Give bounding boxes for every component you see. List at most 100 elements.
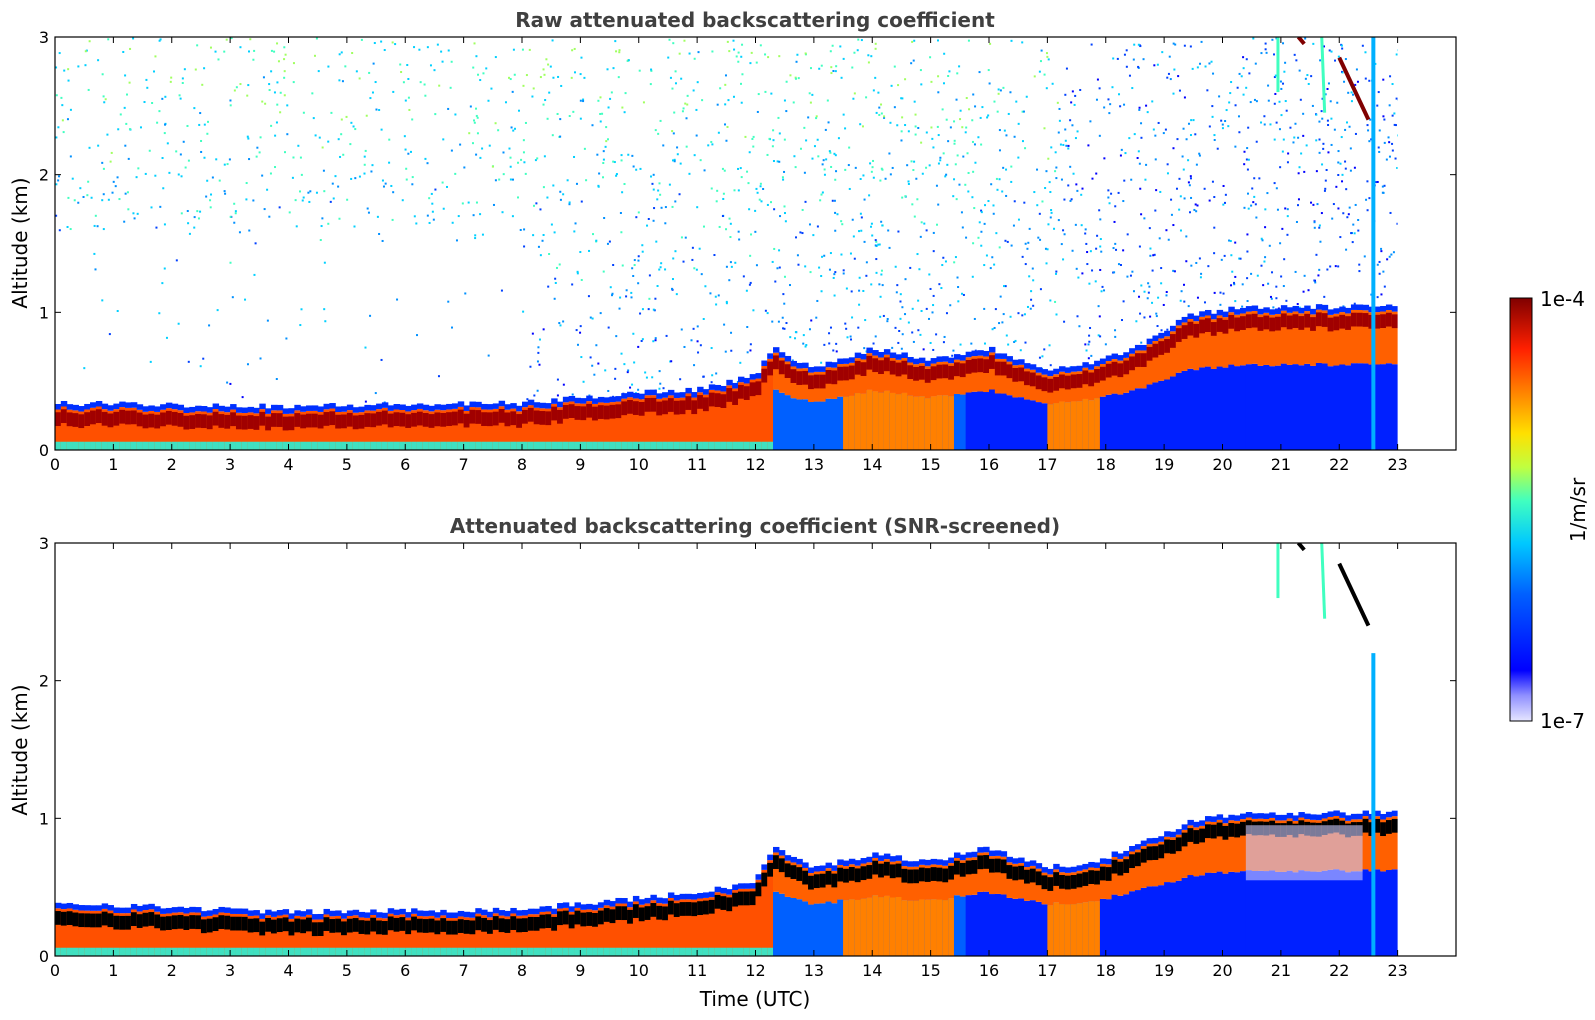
noise-pixel — [1109, 103, 1112, 106]
noise-pixel — [690, 339, 693, 342]
layer-core-cell — [522, 918, 529, 932]
noise-pixel — [652, 173, 655, 176]
layer-body-cell — [446, 409, 453, 450]
noise-pixel — [1318, 226, 1321, 229]
layer-edge-cell — [1245, 812, 1253, 818]
noise-pixel — [1063, 198, 1066, 201]
noise-pixel — [283, 94, 286, 97]
layer-edge-cell — [1327, 811, 1335, 817]
layer-core-cell — [446, 920, 453, 935]
noise-pixel — [1120, 319, 1123, 322]
layer-edge-cell — [370, 909, 377, 915]
aerosol-cell — [889, 897, 897, 956]
layer-core-cell — [656, 905, 663, 920]
layer-edge-cell — [1315, 304, 1323, 310]
layer-core-cell — [317, 414, 325, 429]
noise-pixel — [1279, 80, 1282, 83]
layer-body-cell — [761, 366, 768, 450]
noise-pixel — [919, 235, 922, 238]
noise-pixel — [559, 118, 562, 121]
noise-pixel — [1298, 166, 1301, 169]
noise-pixel — [228, 158, 231, 161]
aerosol-cell — [878, 897, 885, 956]
noise-pixel — [695, 134, 698, 137]
noise-pixel — [1304, 37, 1307, 40]
noise-pixel — [998, 178, 1001, 181]
layer-edge-cell — [300, 406, 307, 412]
layer-body-cell — [790, 862, 797, 899]
noise-pixel — [783, 302, 786, 305]
noise-pixel — [1331, 217, 1334, 220]
noise-pixel — [1211, 105, 1214, 108]
colorbar-unit-label: 1/m/sr — [1566, 477, 1590, 542]
noise-pixel — [510, 126, 513, 129]
lower-layer-cell — [1041, 904, 1048, 956]
colorbar-gradient — [1509, 297, 1533, 722]
x-tick-label: 23 — [1387, 455, 1407, 474]
near-ground-cell — [212, 441, 220, 450]
noise-pixel — [861, 125, 864, 128]
noise-pixel — [1154, 134, 1157, 137]
near-ground-cell — [346, 441, 354, 450]
noise-pixel — [983, 342, 986, 345]
layer-body-cell — [603, 402, 611, 450]
noise-pixel — [972, 170, 975, 173]
layer-edge-cell — [288, 913, 295, 919]
layer-core-cell — [551, 916, 558, 931]
noise-pixel — [612, 67, 615, 70]
noise-pixel — [1348, 125, 1351, 128]
layer-body-cell — [1105, 360, 1113, 395]
noise-pixel — [605, 140, 608, 143]
layer-edge-cell — [989, 346, 996, 353]
noise-pixel — [55, 183, 58, 186]
layer-body-cell — [376, 917, 383, 956]
noise-pixel — [432, 218, 435, 221]
layer-body-cell — [568, 401, 576, 450]
layer-edge-cell — [1222, 311, 1229, 318]
noise-pixel — [69, 228, 72, 231]
noise-pixel — [981, 106, 984, 109]
noise-pixel — [1151, 301, 1154, 304]
layer-core-cell — [1105, 867, 1113, 881]
near-ground-cell — [288, 441, 295, 450]
layer-body-cell — [1140, 846, 1148, 888]
noise-pixel — [749, 254, 752, 257]
layer-core-cell — [866, 865, 873, 879]
noise-pixel — [958, 183, 961, 186]
layer-core-cell — [113, 915, 120, 930]
layer-core-cell — [1222, 319, 1229, 334]
layer-edge-cell — [1374, 810, 1381, 817]
noise-pixel — [524, 172, 527, 175]
layer-edge-cell — [913, 861, 920, 867]
noise-pixel — [1248, 72, 1251, 75]
near-ground-cell — [300, 947, 307, 956]
layer-edge-cell — [440, 909, 447, 916]
layer-core-cell — [755, 381, 762, 396]
layer-core-cell — [1234, 317, 1241, 332]
aerosol-cell — [907, 395, 914, 450]
noise-pixel — [165, 336, 168, 339]
layer-core-cell — [831, 370, 838, 385]
noise-pixel — [1154, 158, 1157, 161]
lower-layer-cell — [1187, 368, 1194, 450]
noise-pixel — [1295, 59, 1298, 62]
layer-edge-cell — [592, 398, 599, 404]
noise-pixel — [1376, 296, 1379, 299]
noise-pixel — [1051, 82, 1054, 85]
noise-pixel — [273, 91, 276, 94]
noise-pixel — [1358, 263, 1361, 266]
layer-core-cell — [1047, 877, 1054, 891]
layer-body-cell — [1146, 843, 1154, 887]
layer-core-cell — [901, 868, 908, 883]
noise-pixel — [1246, 168, 1249, 171]
noise-pixel — [1295, 220, 1298, 223]
layer-core-cell — [1263, 315, 1270, 330]
noise-pixel — [1268, 244, 1271, 247]
layer-edge-cell — [1228, 306, 1235, 313]
noise-pixel — [799, 147, 802, 150]
noise-pixel — [1033, 191, 1036, 194]
layer-body-cell — [516, 411, 523, 450]
noise-pixel — [766, 203, 769, 206]
x-tick-label: 19 — [1154, 961, 1174, 980]
